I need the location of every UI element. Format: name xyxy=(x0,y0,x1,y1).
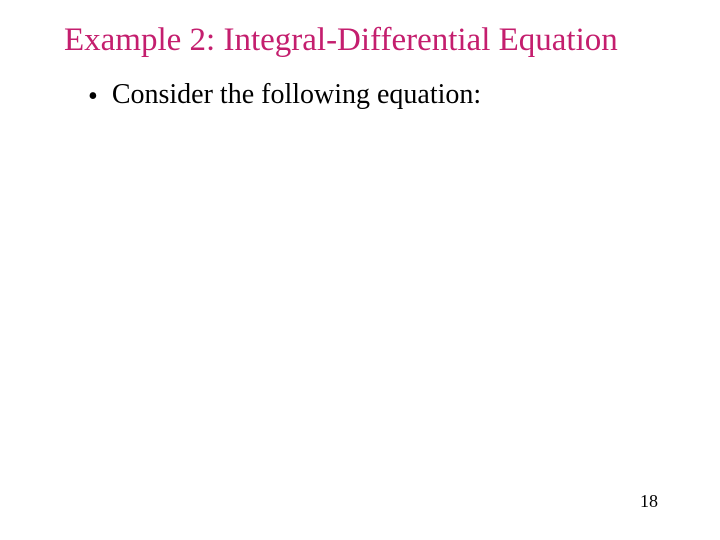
bullet-list: • Consider the following equation: xyxy=(88,78,660,114)
bullet-text: Consider the following equation: xyxy=(112,78,481,112)
list-item: • Consider the following equation: xyxy=(88,78,660,114)
slide-title: Example 2: Integral-Differential Equatio… xyxy=(64,22,618,60)
page-number: 18 xyxy=(640,491,658,512)
bullet-dot: • xyxy=(88,80,98,114)
slide: Example 2: Integral-Differential Equatio… xyxy=(0,0,720,540)
